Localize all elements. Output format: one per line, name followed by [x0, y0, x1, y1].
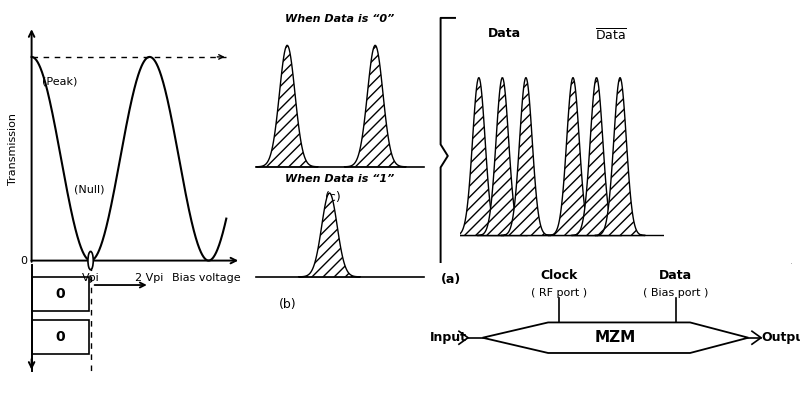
Circle shape: [88, 252, 94, 270]
Text: (d): (d): [494, 267, 511, 280]
Text: (a): (a): [441, 273, 461, 286]
Text: (Peak): (Peak): [42, 77, 78, 86]
Text: When Data is “1”: When Data is “1”: [286, 174, 394, 184]
Bar: [32, 320, 89, 354]
Polygon shape: [482, 322, 748, 353]
Polygon shape: [454, 78, 504, 235]
Polygon shape: [478, 78, 527, 235]
Text: (Null): (Null): [74, 184, 105, 194]
Text: 0: 0: [20, 256, 27, 266]
Text: 0: 0: [55, 287, 65, 301]
Text: 2 Vpi: 2 Vpi: [135, 273, 164, 283]
Text: (c): (c): [325, 191, 342, 204]
Bar: [32, 277, 89, 311]
Text: MZM: MZM: [595, 330, 636, 345]
Text: Input: Input: [430, 331, 467, 344]
Text: When Data is “0”: When Data is “0”: [286, 14, 394, 24]
Text: 0: 0: [55, 330, 65, 344]
Text: ( RF port ): ( RF port ): [531, 288, 587, 298]
Text: ( Bias port ): ( Bias port ): [643, 288, 708, 298]
Polygon shape: [344, 45, 406, 167]
Polygon shape: [256, 45, 318, 167]
Text: (b): (b): [278, 298, 296, 311]
FancyBboxPatch shape: [424, 261, 794, 399]
Polygon shape: [501, 78, 551, 235]
Polygon shape: [571, 78, 622, 235]
Polygon shape: [298, 193, 361, 277]
Text: Bias voltage: Bias voltage: [173, 273, 241, 283]
Text: Vpi: Vpi: [82, 273, 99, 283]
Polygon shape: [595, 78, 645, 235]
Text: Data: Data: [487, 28, 521, 40]
Text: Data: Data: [659, 269, 692, 282]
Text: Output: Output: [761, 331, 800, 344]
Text: $\overline{\mathrm{Data}}$: $\overline{\mathrm{Data}}$: [594, 28, 626, 43]
Text: Transmission: Transmission: [8, 113, 18, 185]
Text: Clock: Clock: [540, 269, 578, 282]
Polygon shape: [548, 78, 598, 235]
